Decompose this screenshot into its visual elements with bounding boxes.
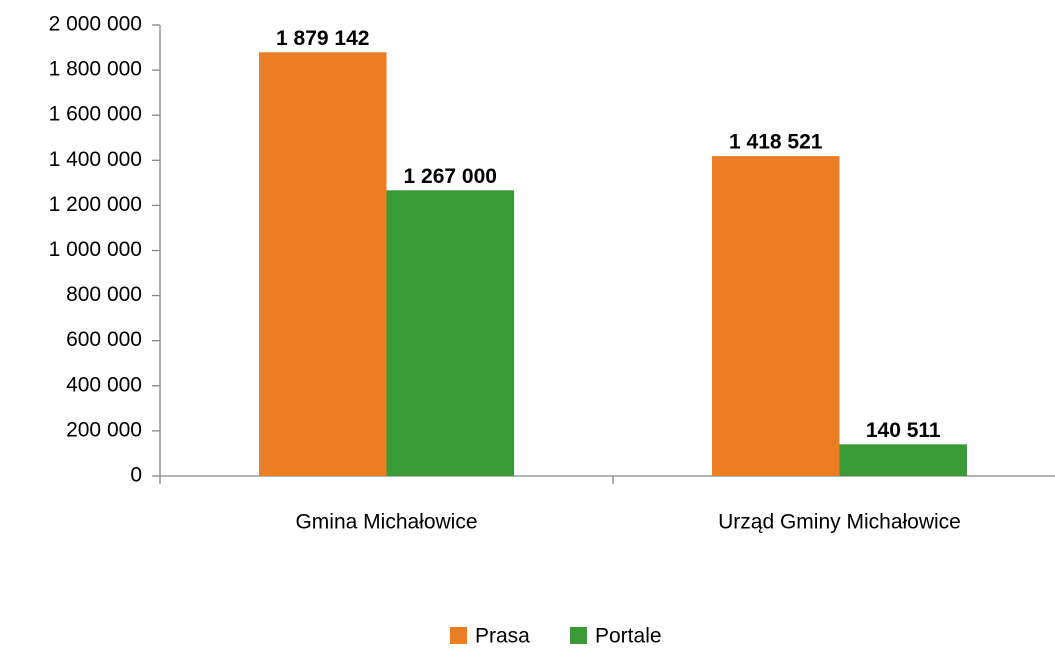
y-tick-label: 1 400 000 [49, 148, 142, 171]
y-tick-label: 2 000 000 [49, 13, 142, 36]
x-tick-label: Gmina Michałowice [295, 511, 477, 534]
y-tick-label: 1 000 000 [49, 238, 142, 261]
y-tick-label: 200 000 [66, 418, 142, 441]
legend-label: Prasa [475, 625, 530, 648]
bar [259, 52, 387, 476]
y-tick-label: 0 [130, 464, 142, 487]
bar [386, 190, 514, 476]
y-tick-label: 400 000 [66, 373, 142, 396]
y-tick-label: 800 000 [66, 283, 142, 306]
y-tick-label: 1 600 000 [49, 103, 142, 126]
x-tick-label: Urząd Gminy Michałowice [718, 511, 961, 534]
y-tick-label: 600 000 [66, 328, 142, 351]
value-label: 1 879 142 [276, 27, 369, 50]
bar [712, 156, 840, 476]
legend-swatch [570, 627, 587, 644]
value-label: 140 511 [866, 419, 941, 442]
value-label: 1 418 521 [729, 131, 823, 154]
y-tick-label: 1 200 000 [49, 193, 142, 216]
bar [839, 444, 967, 476]
legend-label: Portale [595, 625, 662, 648]
value-label: 1 267 000 [404, 165, 497, 188]
legend-swatch [450, 627, 467, 644]
y-tick-label: 1 800 000 [49, 58, 142, 81]
